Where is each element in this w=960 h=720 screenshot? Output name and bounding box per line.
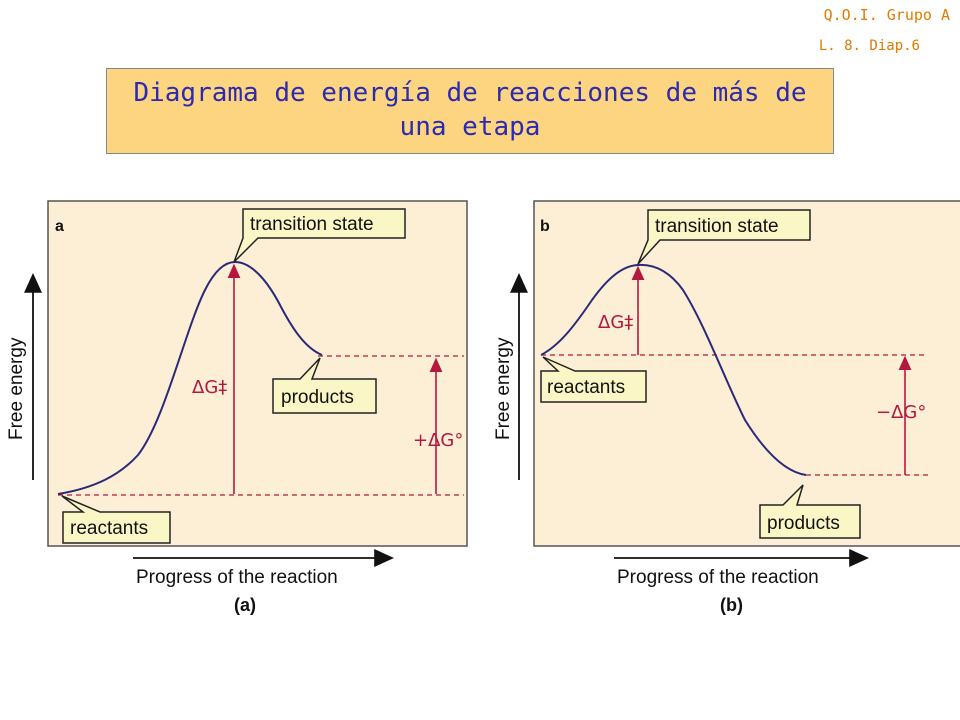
- transition-callout-b: [637, 209, 811, 265]
- activation-label-a: ΔG‡: [192, 377, 227, 398]
- energy-curve-a: [57, 260, 323, 495]
- transition-label-a: transition state: [250, 214, 374, 235]
- x-axis-label-a: Progress of the reaction: [136, 567, 338, 588]
- x-axis-label-b: Progress of the reaction: [617, 567, 819, 588]
- products-label-a: products: [281, 387, 354, 408]
- activation-label-b: ΔG‡: [598, 312, 633, 333]
- transition-callout-a: [233, 208, 406, 263]
- reactants-callout-a: [61, 495, 171, 544]
- reactants-label-b: reactants: [547, 377, 625, 398]
- caption-b: (b): [720, 595, 743, 615]
- caption-a: (a): [234, 595, 256, 615]
- transition-label-b: transition state: [655, 216, 779, 237]
- panel-b: b ΔG‡ −ΔG° transition state reactants pr…: [493, 200, 960, 615]
- panel-a-letter: a: [55, 218, 64, 235]
- products-label-b: products: [767, 513, 840, 534]
- energy-curve-b: [540, 263, 807, 476]
- dg-label-a: +ΔG°: [413, 430, 463, 451]
- panel-b-letter: b: [540, 218, 550, 235]
- slide-title: Diagrama de energía de reacciones de más…: [133, 78, 807, 142]
- title-box: Diagrama de energía de reacciones de más…: [106, 68, 834, 154]
- course-label: Q.O.I. Grupo A: [823, 6, 950, 24]
- products-callout-a: [272, 357, 377, 414]
- dg-label-b: −ΔG°: [876, 402, 926, 423]
- reactants-callout-b: [540, 356, 647, 403]
- panel-a-background: [47, 200, 468, 547]
- y-axis-label-b: Free energy: [493, 337, 514, 440]
- products-callout-b: [759, 484, 861, 539]
- reactants-label-a: reactants: [70, 518, 148, 539]
- slide-number: L. 8. Diap.6: [818, 38, 920, 54]
- y-axis-label-a: Free energy: [6, 337, 27, 440]
- panel-a: a ΔG‡ +ΔG° transition state products rea…: [6, 200, 468, 615]
